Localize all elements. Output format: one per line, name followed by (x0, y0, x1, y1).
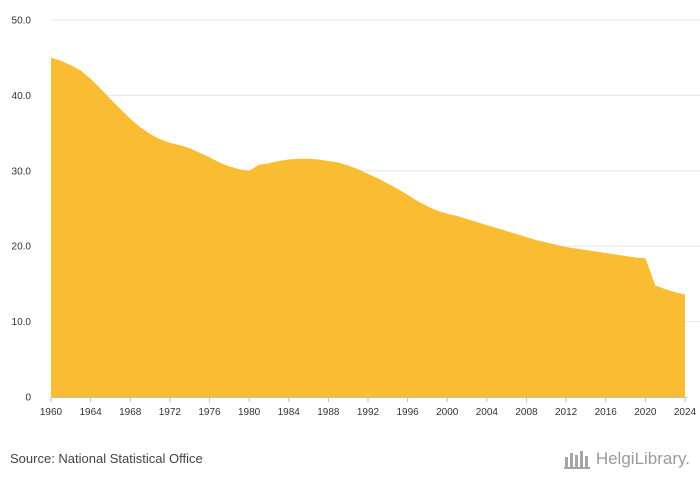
y-tick-label: 30.0 (12, 166, 32, 177)
x-tick-label: 1984 (278, 407, 301, 418)
x-tick-label: 1988 (317, 407, 340, 418)
y-tick-label: 40.0 (12, 91, 32, 102)
x-tick-label: 1968 (119, 407, 142, 418)
y-tick-label: 10.0 (12, 317, 32, 328)
x-tick-label: 1976 (198, 407, 221, 418)
logo-text: HelgiLibrary. (595, 449, 690, 468)
x-tick-label: 1992 (357, 407, 380, 418)
x-tick-label: 1980 (238, 407, 261, 418)
x-tick-label: 1964 (80, 407, 103, 418)
x-tick-label: 2024 (674, 407, 697, 418)
y-tick-label: 20.0 (12, 242, 32, 253)
y-tick-label: 50.0 (12, 16, 32, 27)
x-tick-label: 1996 (397, 407, 420, 418)
helgilibrary-logo: HelgiLibrary. (563, 448, 690, 470)
x-tick-label: 1972 (159, 407, 182, 418)
x-tick-label: 2016 (595, 407, 618, 418)
x-tick-label: 1960 (40, 407, 63, 418)
source-note: Source: National Statistical Office (10, 451, 203, 466)
x-axis-tick-labels: 1960 1964 1968 1972 1976 1980 1984 1988 1992 1996… (40, 407, 697, 418)
axes (50, 397, 687, 402)
x-tick-label: 2000 (436, 407, 459, 418)
y-axis-tick-labels: 0 10.0 20.0 30.0 40.0 50.0 (12, 16, 32, 404)
library-icon (563, 451, 590, 469)
x-tick-label: 2008 (515, 407, 538, 418)
x-tick-label: 2020 (634, 407, 657, 418)
chart: 010.020.030.040.050.0 1960 1964 1968 1972 19… (12, 16, 700, 418)
x-tick-label: 2004 (476, 407, 499, 418)
area-series (51, 57, 685, 397)
x-tick-label: 2012 (555, 407, 578, 418)
y-tick-label: 0 (25, 393, 31, 404)
